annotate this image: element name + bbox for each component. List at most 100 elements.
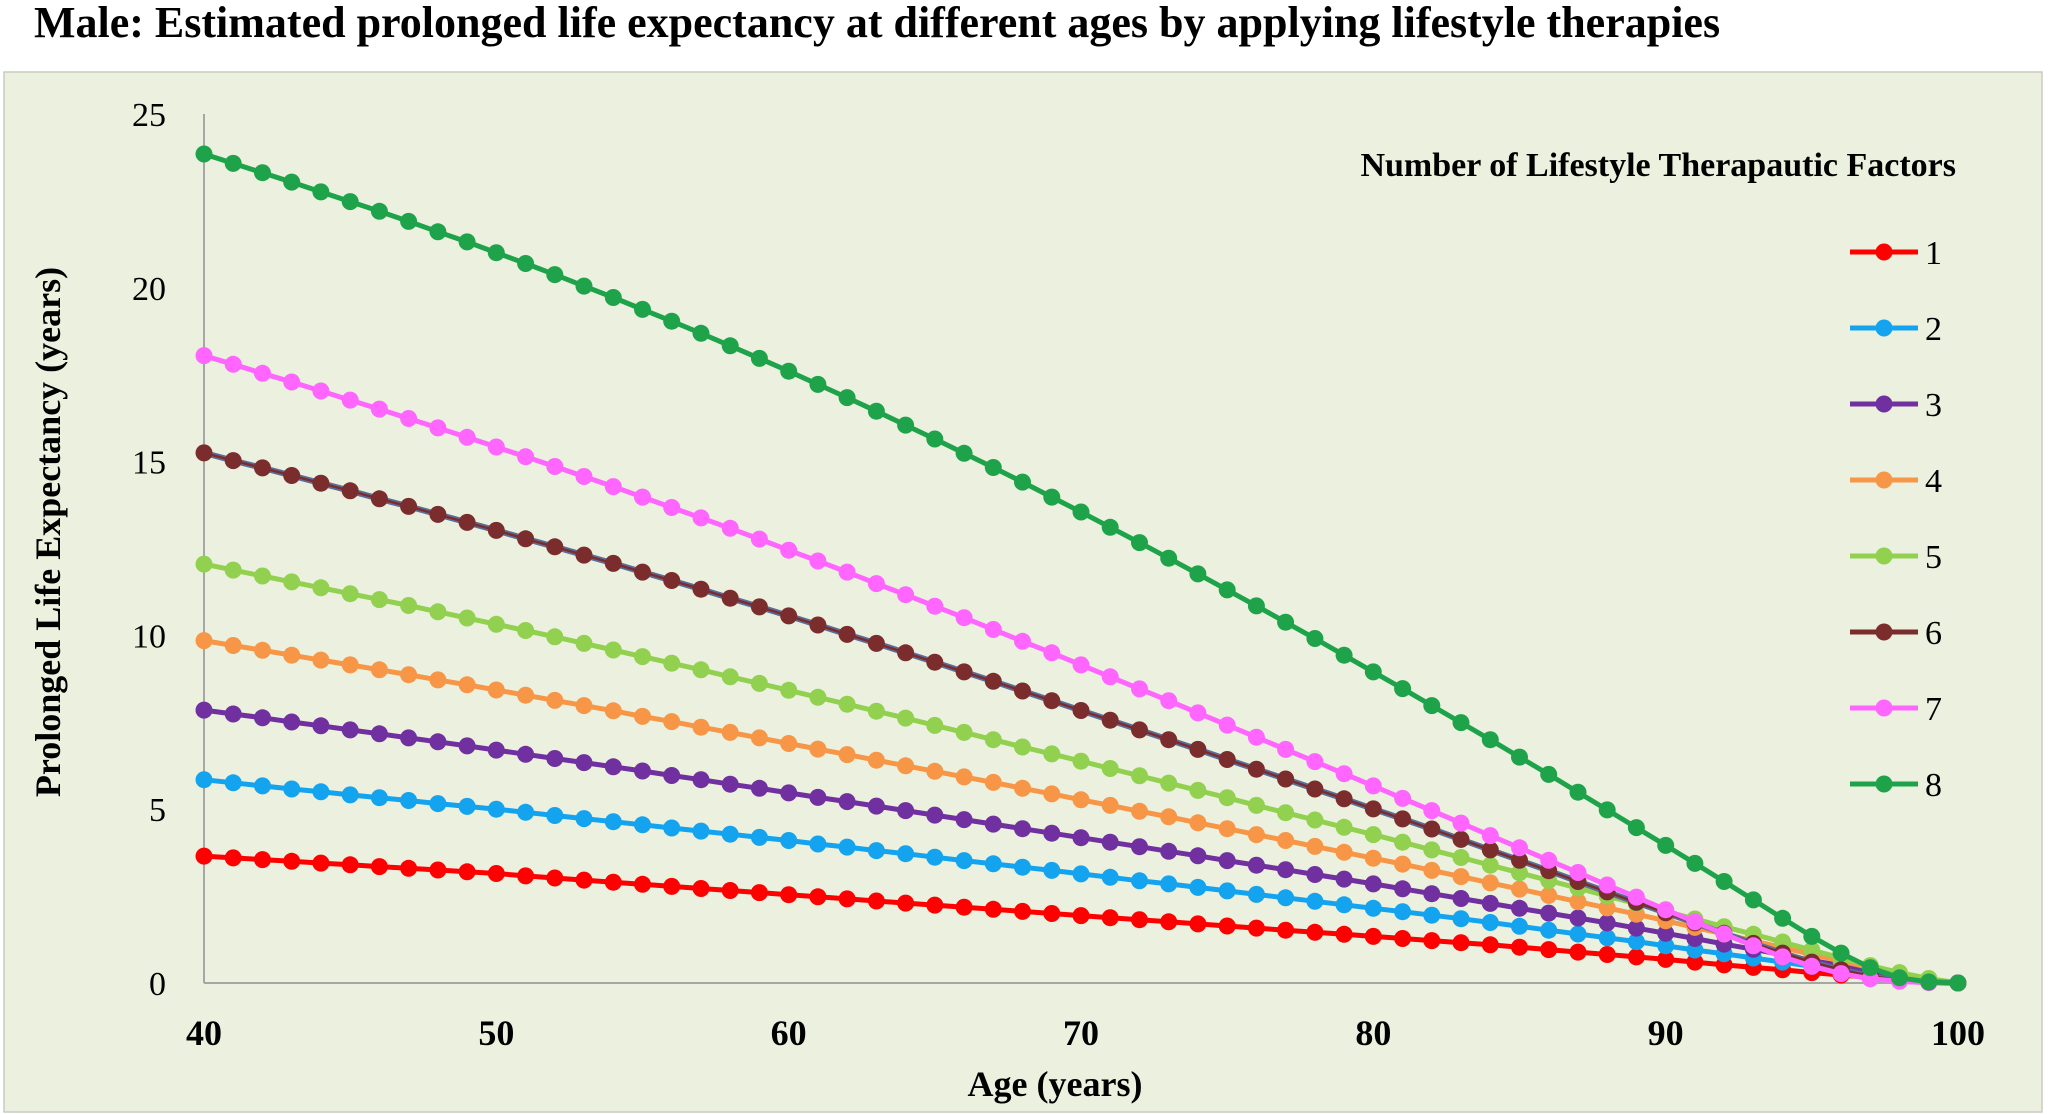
data-point (867, 842, 885, 860)
data-point (1101, 796, 1119, 814)
data-point (487, 741, 505, 759)
data-point (1423, 802, 1441, 820)
data-point (1540, 904, 1558, 922)
data-point (487, 681, 505, 699)
legend: 1 2 3 4 5 6 7 8 (1850, 235, 1942, 804)
legend-item-5: 5 (1850, 539, 1942, 576)
data-point (517, 622, 535, 639)
data-point (809, 688, 827, 706)
data-point (1043, 824, 1061, 842)
data-point (780, 784, 798, 802)
data-point (1803, 957, 1821, 975)
data-point (1686, 953, 1704, 971)
legend-label: 4 (1925, 463, 1942, 500)
data-point (1394, 833, 1412, 851)
data-point (370, 725, 388, 743)
data-point (370, 400, 388, 418)
data-point (1072, 752, 1090, 770)
data-point (984, 672, 1002, 690)
data-point (1277, 770, 1295, 788)
data-point (517, 448, 535, 466)
data-point (195, 771, 213, 789)
data-point (838, 625, 856, 643)
data-point (1920, 973, 1938, 991)
data-point (546, 266, 564, 284)
data-point (1072, 791, 1090, 809)
data-point (341, 786, 359, 804)
data-point (1014, 902, 1031, 920)
data-point (838, 746, 856, 764)
data-point (1189, 740, 1207, 758)
data-point (1189, 565, 1207, 583)
data-point (750, 884, 768, 902)
data-point (1189, 915, 1207, 933)
data-point (1335, 646, 1353, 664)
data-point (809, 616, 827, 634)
data-point (604, 554, 622, 572)
legend-label: 8 (1925, 767, 1942, 804)
data-point (750, 779, 768, 797)
data-point (897, 709, 915, 727)
data-point (1423, 885, 1441, 903)
data-point (400, 792, 418, 809)
data-point (897, 586, 915, 604)
data-point (634, 707, 651, 725)
data-point (838, 793, 856, 811)
data-point (546, 538, 564, 556)
data-point (1218, 882, 1236, 900)
data-point (955, 811, 973, 829)
data-point (1803, 941, 1821, 959)
data-point (1744, 937, 1762, 955)
data-point (575, 546, 593, 564)
data-point (1394, 855, 1412, 873)
data-point (663, 572, 681, 589)
data-point (1715, 873, 1733, 890)
data-point (341, 856, 359, 874)
data-point (1598, 801, 1616, 819)
data-point (1627, 919, 1645, 937)
data-point (634, 816, 651, 834)
data-point (1891, 969, 1908, 987)
legend-label: 5 (1925, 539, 1942, 576)
data-point (1247, 919, 1265, 937)
data-point (458, 609, 476, 627)
data-point (1247, 856, 1265, 874)
data-point (926, 806, 944, 824)
data-point (1832, 944, 1850, 962)
data-point (1686, 913, 1704, 931)
data-point (750, 729, 768, 747)
data-point (341, 721, 359, 739)
data-point (1423, 861, 1441, 879)
data-point (1423, 820, 1441, 838)
data-point (458, 737, 476, 755)
data-point (663, 877, 681, 895)
data-point (1072, 702, 1090, 719)
legend-swatch-marker (1875, 243, 1893, 261)
data-point (663, 654, 681, 672)
data-point (283, 852, 301, 870)
data-point (487, 615, 505, 633)
legend-swatch-marker (1875, 471, 1893, 489)
data-point (1481, 874, 1499, 892)
data-point (1774, 948, 1792, 966)
data-point (1306, 892, 1324, 910)
data-point (1481, 841, 1499, 859)
data-point (1014, 682, 1031, 700)
data-point (663, 312, 681, 330)
data-point (1043, 861, 1061, 879)
data-point (1247, 597, 1265, 615)
data-point (1511, 938, 1528, 956)
data-point (604, 478, 622, 496)
data-point (867, 402, 885, 420)
data-point (400, 497, 418, 515)
data-point (312, 854, 330, 872)
data-point (1014, 779, 1031, 797)
data-point (867, 702, 885, 720)
data-point (926, 716, 944, 734)
data-point (1657, 950, 1675, 968)
chart-title: Male: Estimated prolonged life expectanc… (34, 0, 1721, 47)
data-point (224, 774, 242, 792)
data-point (955, 898, 973, 916)
data-point (1277, 613, 1295, 631)
data-point (195, 347, 213, 365)
